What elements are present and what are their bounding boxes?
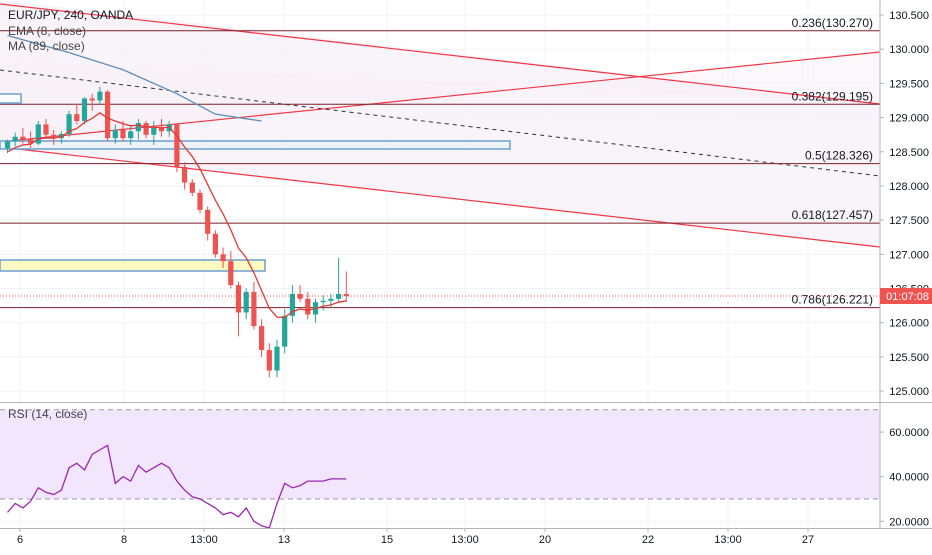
time-axis-tick-label: 13:00 xyxy=(714,534,742,546)
candle-body[interactable] xyxy=(328,298,334,301)
time-axis-tick-label: 20 xyxy=(539,534,551,546)
current-price-tag[interactable] xyxy=(880,288,932,305)
candle-body[interactable] xyxy=(112,129,118,139)
price-axis-tick-label: 127.500 xyxy=(889,215,929,227)
candle-body[interactable] xyxy=(135,123,141,132)
time-axis-tick-label: 13:00 xyxy=(451,534,479,546)
price-axis-tick-label: 126.000 xyxy=(889,318,929,330)
candle-body[interactable] xyxy=(20,136,26,140)
time-axis-tick-label: 27 xyxy=(802,534,814,546)
price-axis-tick-label: 130.500 xyxy=(889,10,929,22)
candle-body[interactable] xyxy=(151,127,157,135)
rsi-panel[interactable] xyxy=(0,409,880,528)
candle-body[interactable] xyxy=(66,114,72,134)
candle-body[interactable] xyxy=(266,350,272,371)
candle-body[interactable] xyxy=(297,293,303,299)
candle-body[interactable] xyxy=(220,254,226,262)
price-axis-tick-label: 129.500 xyxy=(889,78,929,90)
price-panel[interactable]: 0.236(130.270) 0.382(129.195) 0.5(128.326)… xyxy=(0,0,880,378)
candle-body[interactable] xyxy=(189,182,195,193)
candle-body[interactable] xyxy=(4,141,11,149)
candle-body[interactable] xyxy=(289,293,295,316)
ema-legend: EMA (8, close) xyxy=(8,24,86,38)
candle-body[interactable] xyxy=(182,166,188,183)
trendline-dashed[interactable] xyxy=(0,69,880,177)
zone-box-blue[interactable] xyxy=(0,140,511,150)
candle-body[interactable] xyxy=(197,192,203,210)
rsi-axis-tick-label: 40.0000 xyxy=(889,472,929,484)
fib-level-label: 0.236(130.270) xyxy=(792,16,873,30)
zone-box-blue-small[interactable] xyxy=(0,93,22,104)
zone-box-yellow[interactable] xyxy=(0,259,266,272)
candle-body[interactable] xyxy=(128,131,134,139)
candle-body[interactable] xyxy=(35,124,41,144)
candle-body[interactable] xyxy=(235,285,242,313)
candle-body[interactable] xyxy=(12,136,18,142)
candle-body[interactable] xyxy=(28,139,34,144)
legend: EUR/JPY, 240, OANDA EMA (8, close) MA (8… xyxy=(8,8,133,421)
candle-body[interactable] xyxy=(343,293,349,297)
candle-body[interactable] xyxy=(320,300,326,303)
rsi-axis-tick-label: 60.0000 xyxy=(889,427,929,439)
rsi-axis-tick-label: 20.0000 xyxy=(889,516,929,528)
candle-body[interactable] xyxy=(174,124,180,167)
candle-body[interactable] xyxy=(274,346,280,371)
price-axis-tick-label: 125.000 xyxy=(889,386,929,398)
price-axis-tick-label: 128.000 xyxy=(889,181,929,193)
rsi-legend: RSI (14, close) xyxy=(8,407,87,421)
candle-body[interactable] xyxy=(212,233,218,255)
candle-body[interactable] xyxy=(336,293,342,299)
candle-body[interactable] xyxy=(243,291,249,313)
fib-level-label: 0.786(126.221) xyxy=(792,293,873,307)
ma-line[interactable] xyxy=(7,34,262,122)
price-axis-tick-label: 129.000 xyxy=(889,113,929,125)
y-axis-background xyxy=(880,0,932,550)
price-axis-tick-label: 125.500 xyxy=(889,352,929,364)
candle-body[interactable] xyxy=(228,261,234,286)
candle-body[interactable] xyxy=(81,98,88,122)
time-axis-tick-label: 15 xyxy=(381,534,393,546)
time-axis-tick-label: 13 xyxy=(278,534,290,546)
candle-body[interactable] xyxy=(158,127,165,132)
time-axis-tick-label: 22 xyxy=(642,534,654,546)
time-axis-tick-label: 13:00 xyxy=(190,534,218,546)
fib-level-label: 0.618(127.457) xyxy=(792,208,873,222)
candle-body[interactable] xyxy=(282,315,288,347)
time-axis-tick-label: 6 xyxy=(17,534,23,546)
fib-level-label: 0.5(128.326) xyxy=(805,149,873,163)
rsi-line[interactable] xyxy=(7,444,347,528)
candle-body[interactable] xyxy=(97,91,103,101)
price-axis-tick-label: 127.000 xyxy=(889,249,929,261)
candle-body[interactable] xyxy=(120,129,126,139)
symbol-title: EUR/JPY, 240, OANDA xyxy=(8,8,133,22)
candle-body[interactable] xyxy=(105,91,111,139)
candle-body[interactable] xyxy=(305,298,311,315)
candle-body[interactable] xyxy=(74,114,80,122)
candle-body[interactable] xyxy=(51,134,57,139)
ema-line[interactable] xyxy=(7,112,347,318)
fib-level-label: 0.382(129.195) xyxy=(792,89,873,103)
trendline-upper[interactable] xyxy=(0,3,880,105)
price-axis-tick-label: 128.500 xyxy=(889,147,929,159)
candle-body[interactable] xyxy=(89,98,95,101)
current-price-countdown: 01:07:08 xyxy=(886,291,929,303)
candle-body[interactable] xyxy=(143,123,149,135)
time-axis-tick-label: 8 xyxy=(121,534,127,546)
candle-body[interactable] xyxy=(251,291,257,327)
candle-body[interactable] xyxy=(205,209,211,234)
rsi-band-fill xyxy=(0,409,880,499)
candle-body[interactable] xyxy=(259,326,265,351)
ma-legend: MA (89, close) xyxy=(8,39,85,53)
candle-body[interactable] xyxy=(43,124,49,135)
price-axis-tick-label: 130.000 xyxy=(889,44,929,56)
